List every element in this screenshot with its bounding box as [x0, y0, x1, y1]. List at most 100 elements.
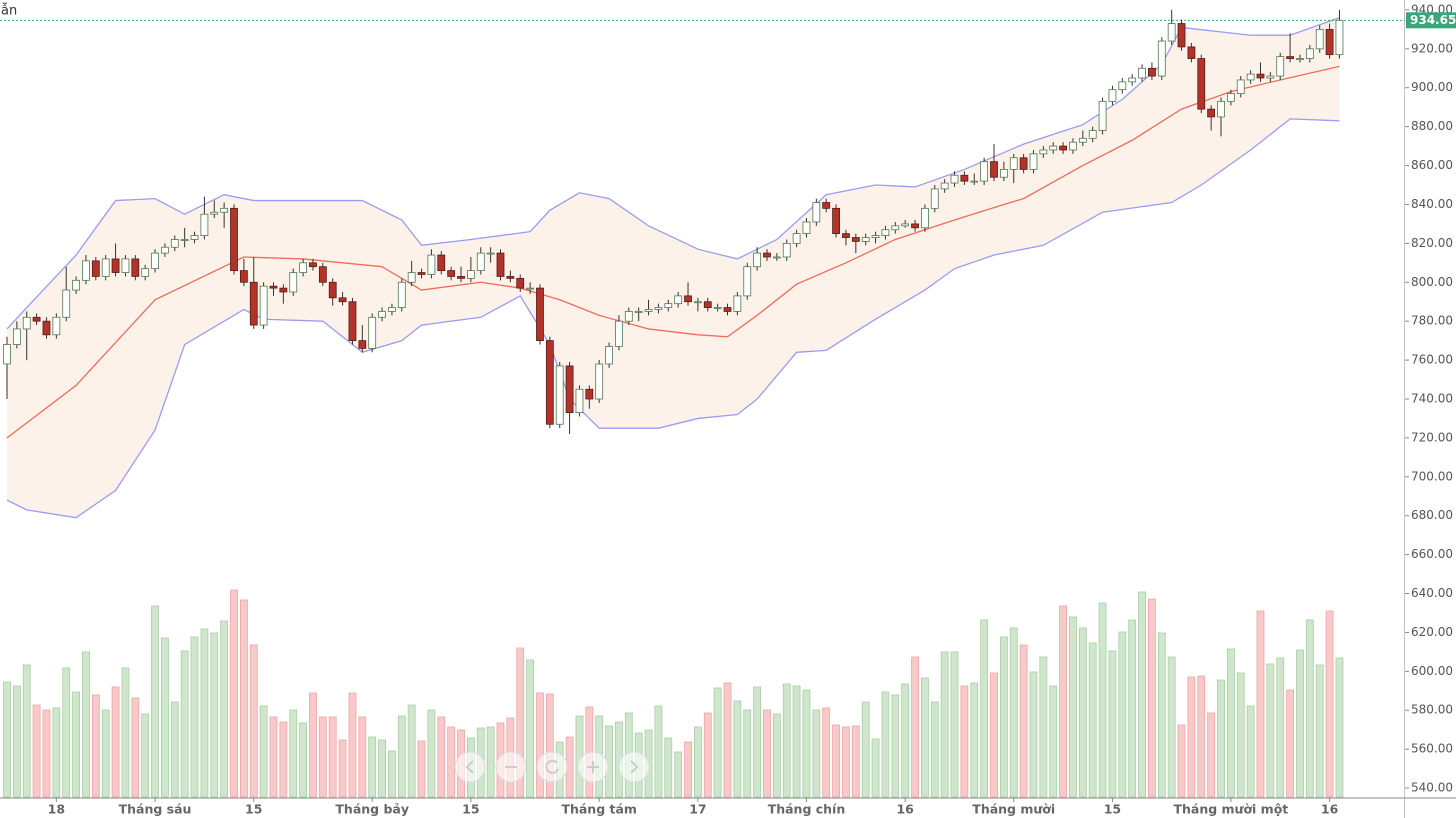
volume-bar: [121, 667, 130, 798]
nav-zoom-out[interactable]: [495, 751, 527, 783]
volume-bar: [654, 705, 663, 798]
candle-body: [466, 270, 475, 279]
candle-body: [397, 281, 406, 308]
volume-bar: [930, 701, 939, 798]
candle-body: [1108, 89, 1117, 102]
candle-body: [1039, 149, 1048, 155]
volume-bar: [970, 682, 979, 798]
nav-reset[interactable]: [536, 751, 568, 783]
volume-bar: [545, 693, 554, 798]
nav-zoom-in[interactable]: [577, 751, 609, 783]
candle-body: [654, 307, 663, 310]
candle-body: [1217, 100, 1225, 118]
volume-bar: [151, 605, 159, 798]
candle-body: [101, 258, 110, 277]
volume-bar: [536, 692, 544, 798]
y-tick-label: 920.00: [1411, 41, 1453, 55]
volume-bar: [1039, 656, 1048, 798]
candle-body: [970, 180, 979, 183]
volume-bar: [42, 709, 51, 798]
candle-body: [151, 252, 159, 270]
candle-body: [802, 221, 811, 235]
candle-body: [940, 182, 949, 190]
candle-body: [486, 252, 495, 255]
candle-body: [615, 320, 623, 347]
candle-body: [338, 297, 347, 303]
candle-body: [72, 279, 80, 291]
volume-bar: [170, 701, 179, 798]
candle-body: [1276, 56, 1285, 77]
volume-bar: [1246, 705, 1255, 798]
volume-bar: [713, 687, 722, 798]
candle-body: [772, 256, 781, 259]
volume-bar: [32, 704, 41, 798]
candle-body: [1207, 108, 1216, 118]
middle-band: [6, 65, 1340, 439]
candle-body: [763, 252, 771, 258]
volume-bar: [516, 647, 525, 798]
x-tick-label: Tháng tám: [561, 802, 637, 817]
x-tick-label: Tháng chín: [768, 802, 846, 817]
candle-body: [1009, 157, 1018, 170]
volume-bar: [101, 709, 110, 798]
volume-bar: [782, 683, 791, 798]
volume-bar: [82, 651, 90, 798]
nav-right[interactable]: [618, 751, 650, 783]
volume-bar: [911, 656, 919, 798]
candle-body: [634, 311, 643, 313]
candle-body: [378, 311, 386, 318]
volume-bar: [812, 709, 821, 798]
volume-bar: [1118, 631, 1127, 798]
candle-body: [279, 287, 288, 293]
volume-bar: [1325, 610, 1334, 798]
volume-bar: [1148, 598, 1156, 798]
candle-body: [1236, 79, 1245, 94]
candle-body: [161, 246, 169, 254]
candle-body: [624, 311, 633, 322]
candle-body: [881, 229, 890, 236]
candle-body: [1335, 19, 1344, 56]
candle-body: [822, 202, 831, 209]
volume-bar: [1029, 671, 1038, 798]
volume-bar: [1315, 664, 1324, 798]
volume-bar: [703, 712, 712, 798]
candle-body: [1148, 67, 1156, 77]
candle-body: [674, 295, 683, 305]
candle-body: [407, 272, 416, 283]
candle-body: [565, 365, 574, 414]
volume-bar: [348, 692, 357, 798]
candle-body: [694, 301, 702, 304]
candle-body: [1019, 157, 1028, 170]
volume-bar: [52, 707, 61, 798]
corner-text: ẫn: [1, 4, 17, 19]
volume-bar: [1305, 619, 1314, 798]
y-tick-label: 900.00: [1411, 80, 1453, 94]
candle-body: [1138, 67, 1146, 79]
candle-body: [921, 207, 929, 229]
volume-bar: [950, 651, 959, 798]
volume-bar: [190, 636, 199, 798]
candle-body: [842, 233, 850, 238]
y-tick-label: 800.00: [1411, 275, 1453, 289]
candle-body: [713, 307, 722, 309]
candle-body: [417, 272, 426, 275]
volume-bar: [684, 741, 692, 798]
volume-bar: [279, 721, 288, 798]
candle-body: [743, 266, 752, 297]
candle-body: [180, 239, 189, 241]
candle-body: [1128, 77, 1137, 83]
candle-body: [496, 252, 505, 277]
y-tick-label: 560.00: [1411, 742, 1453, 756]
volume-bar: [1128, 619, 1137, 798]
candle-body: [733, 295, 742, 312]
candle-body: [999, 169, 1008, 178]
volume-bar: [200, 628, 209, 798]
candle-body: [723, 307, 732, 312]
lower-band: [6, 118, 1340, 519]
candle-body: [170, 239, 179, 248]
volume-bar: [921, 677, 929, 798]
nav-left[interactable]: [454, 751, 486, 783]
candle-body: [52, 316, 61, 336]
x-tick-label: 17: [689, 802, 706, 817]
candle-body: [239, 270, 248, 283]
